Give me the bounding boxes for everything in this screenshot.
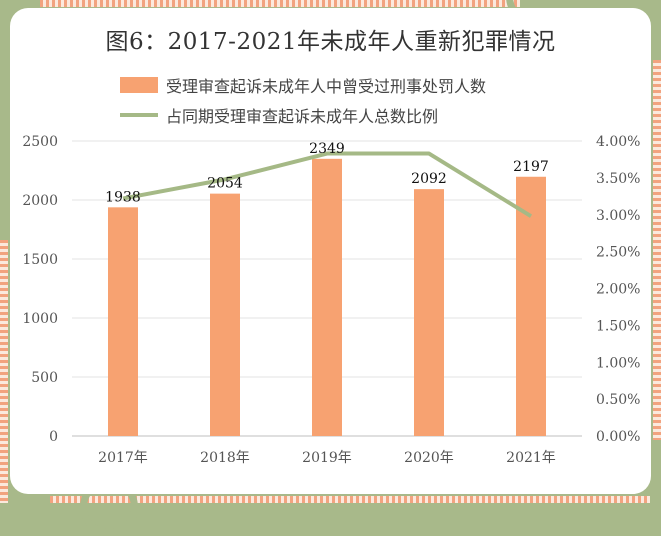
chart-title: 图6：2017-2021年未成年人重新犯罪情况 — [105, 29, 556, 55]
x-tick-label: 2019年 — [302, 450, 352, 466]
legend-swatch-bar — [120, 77, 158, 93]
y-right-tick-label: 3.50% — [596, 171, 640, 187]
y-left-tick-label: 2000 — [22, 193, 58, 209]
decor-stripe-right — [653, 60, 661, 440]
x-tick-label: 2018年 — [200, 450, 250, 466]
chart-legend: 受理审查起诉未成年人中曾受过刑事处罚人数 占同期受理审查起诉未成年人总数比例 — [120, 70, 486, 130]
y-left-tick-label: 0 — [49, 429, 58, 445]
y-right-tick-label: 2.50% — [596, 245, 640, 261]
x-tick-label: 2017年 — [98, 450, 148, 466]
legend-item-bar: 受理审查起诉未成年人中曾受过刑事处罚人数 — [120, 70, 486, 100]
y-right-tick-label: 1.00% — [596, 355, 640, 371]
y-right-tick-label: 1.50% — [596, 318, 640, 334]
decor-stripe-bottom — [50, 496, 650, 503]
chart-plot: 0 500 1000 1500 2000 2500 0.00% 0.50% 1.00% 1.50%… — [22, 134, 640, 466]
line-series-percentage — [122, 151, 533, 218]
bar — [210, 193, 240, 436]
bar-data-label: 1938 — [105, 189, 141, 205]
y-right-tick-label: 3.00% — [596, 208, 640, 224]
bar — [516, 176, 546, 436]
y-right-tick-label: 4.00% — [596, 134, 640, 150]
chart-card: 图6：2017-2021年未成年人重新犯罪情况 受理审查起诉未成年人中曾受过刑事… — [10, 8, 651, 494]
x-tick-label: 2021年 — [506, 450, 556, 466]
y-right-tick-label: 0.50% — [596, 392, 640, 408]
y-left-tick-label: 2500 — [22, 134, 58, 150]
bar-data-label: 2197 — [513, 159, 549, 175]
x-tick-label: 2020年 — [404, 450, 454, 466]
bar — [414, 189, 444, 436]
legend-label-line: 占同期受理审查起诉未成年人总数比例 — [166, 107, 439, 126]
bar-data-label: 2054 — [207, 176, 243, 192]
y-left-tick-label: 1500 — [22, 252, 58, 268]
bar — [312, 158, 342, 436]
y-left-tick-label: 1000 — [22, 311, 58, 327]
decor-stripe-top — [40, 0, 520, 7]
y-left-tick-label: 500 — [31, 370, 58, 386]
bar-data-label: 2349 — [309, 141, 345, 157]
bar — [108, 207, 138, 436]
legend-swatch-line — [120, 113, 158, 117]
legend-label-bar: 受理审查起诉未成年人中曾受过刑事处罚人数 — [166, 77, 487, 96]
decor-stripe-left — [0, 240, 8, 503]
bar-data-label: 2092 — [411, 171, 447, 187]
legend-item-line: 占同期受理审查起诉未成年人总数比例 — [120, 100, 486, 130]
y-right-tick-label: 0.00% — [596, 429, 640, 445]
y-right-tick-label: 2.00% — [596, 282, 640, 298]
